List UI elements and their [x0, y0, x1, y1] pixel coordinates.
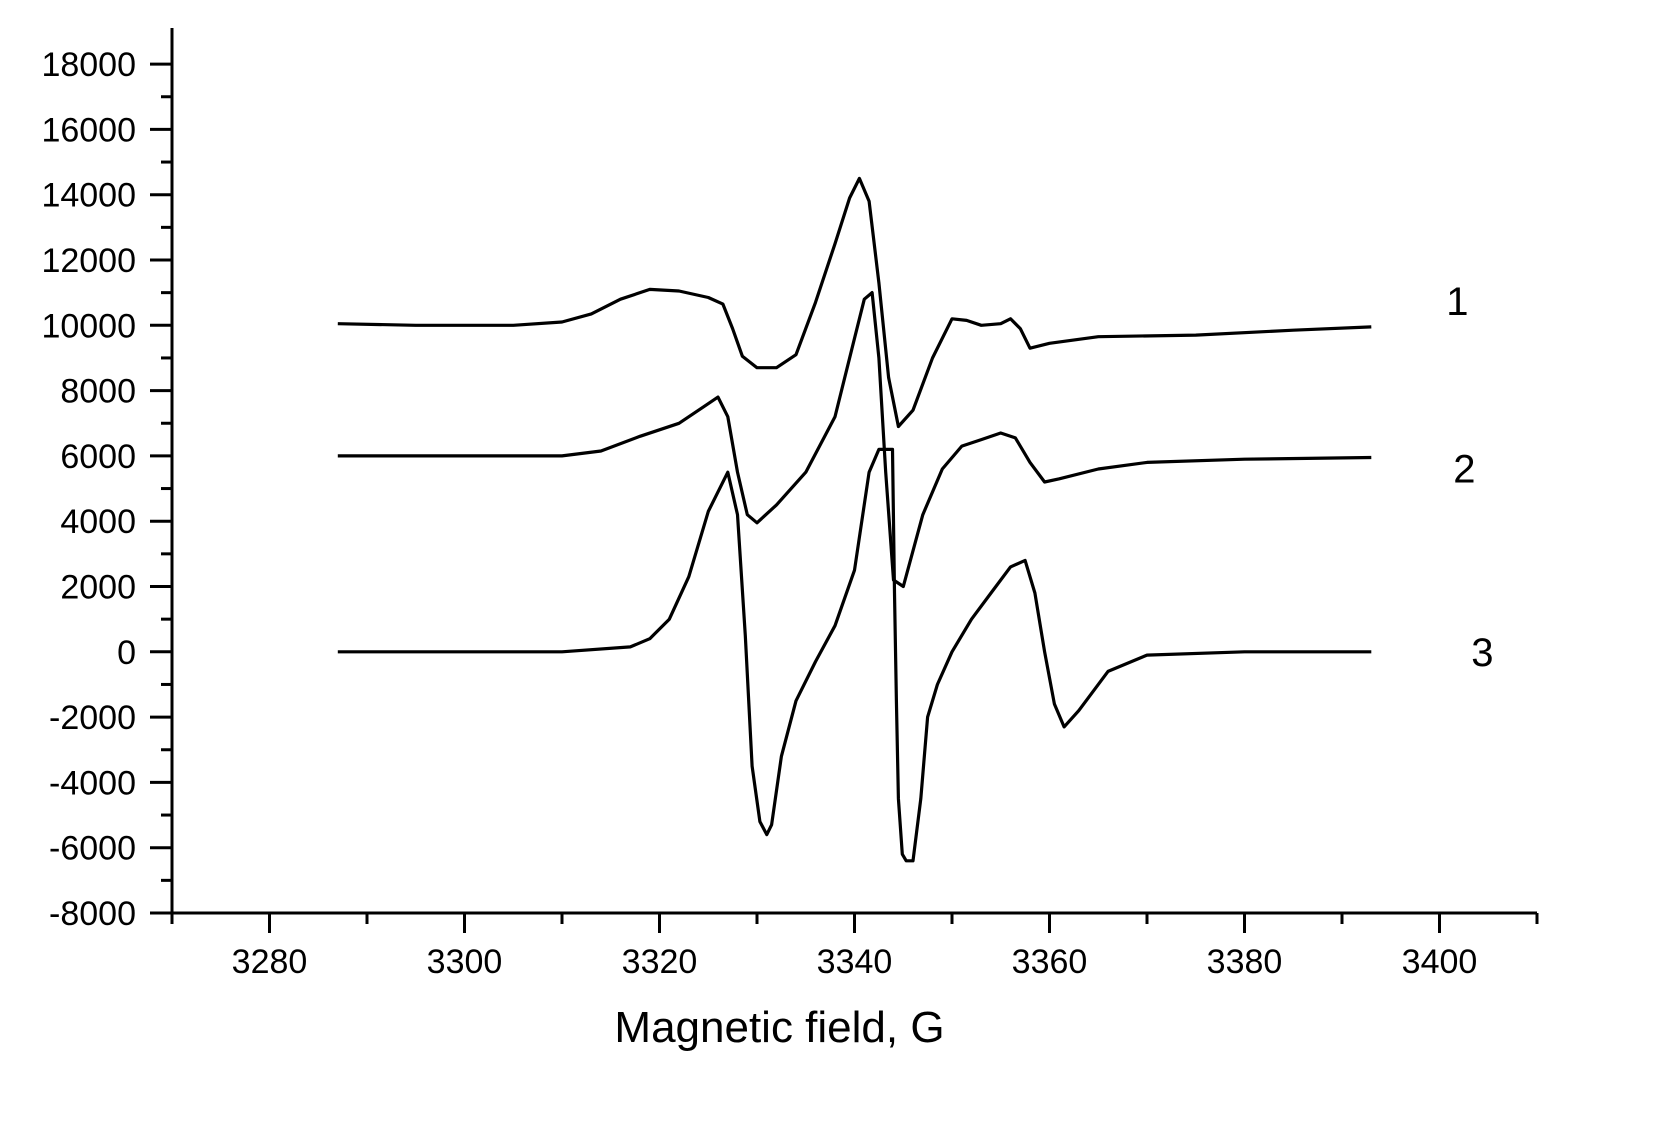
y-tick-label: 16000 — [41, 111, 136, 149]
x-tick-label: 3300 — [427, 943, 503, 981]
x-axis-title: Magnetic field, G — [614, 1003, 944, 1052]
y-tick-label: 6000 — [60, 438, 136, 476]
y-tick-label: -4000 — [49, 764, 136, 802]
series-group — [337, 176, 1372, 863]
x-tick-label: 3280 — [232, 943, 308, 981]
y-tick-label: 4000 — [60, 503, 136, 541]
y-tick-label: 10000 — [41, 307, 136, 345]
y-ticks: -8000 -6000 -4000 -2000 0 2000 4000 6000 8000 100… — [41, 46, 172, 933]
series-label-2: 2 — [1453, 448, 1475, 492]
series-labels: 1 2 3 — [1446, 280, 1493, 675]
x-tick-label: 3400 — [1402, 943, 1478, 981]
x-tick-label: 3340 — [817, 943, 893, 981]
y-tick-label: 18000 — [41, 46, 136, 84]
series-label-3: 3 — [1471, 631, 1493, 675]
y-tick-label: 8000 — [60, 373, 136, 411]
series-label-1: 1 — [1446, 280, 1468, 324]
series-2-line — [337, 291, 1372, 589]
x-tick-label: 3360 — [1012, 943, 1088, 981]
y-tick-label: 0 — [117, 634, 136, 672]
y-tick-label: 12000 — [41, 242, 136, 280]
y-tick-label: -8000 — [49, 895, 136, 933]
series-3-line — [337, 447, 1372, 863]
x-tick-label: 3320 — [622, 943, 698, 981]
y-tick-label: 2000 — [60, 569, 136, 607]
y-tick-label: 14000 — [41, 177, 136, 215]
x-ticks: 3280 3300 3320 3340 3360 3380 3400 — [170, 913, 1539, 981]
series-1-line — [337, 176, 1372, 429]
x-tick-label: 3380 — [1207, 943, 1283, 981]
y-tick-label: -6000 — [49, 830, 136, 868]
axes — [170, 28, 1537, 915]
y-tick-label: -2000 — [49, 699, 136, 737]
